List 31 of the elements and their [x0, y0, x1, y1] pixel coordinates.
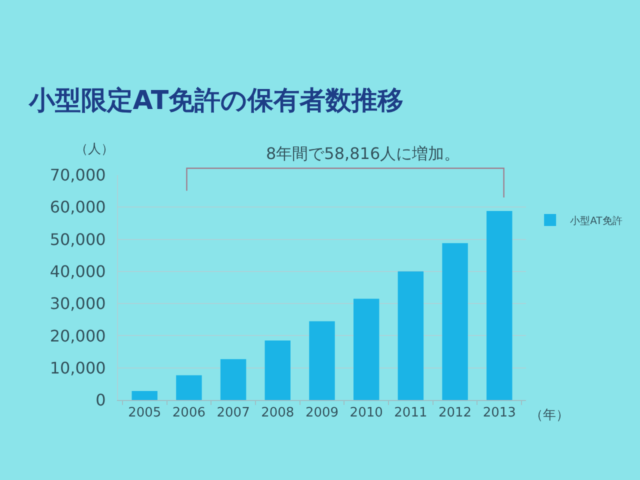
y-tick-label: 70,000: [50, 166, 106, 185]
x-tick-label: 2005: [128, 406, 162, 421]
y-tick-label: 40,000: [50, 262, 106, 282]
x-tick-label: 2008: [261, 406, 294, 421]
legend-label: 小型AT免許: [570, 214, 622, 227]
bar: [309, 321, 335, 400]
bar: [264, 340, 291, 400]
x-tick-label: 2012: [438, 406, 472, 421]
x-tick-label: 2006: [172, 406, 206, 421]
bar: [353, 298, 380, 400]
x-tick-label: 2007: [216, 406, 250, 421]
y-tick-label: 10,000: [50, 358, 106, 378]
bar: [398, 271, 424, 400]
chart-title: 小型限定AT免許の保有者数推移: [28, 86, 404, 116]
bar: [220, 359, 246, 400]
y-tick-label: 20,000: [50, 326, 106, 346]
y-tick-label: 30,000: [50, 294, 106, 314]
x-tick-label: 2011: [394, 406, 428, 421]
y-axis-title: （人）: [75, 142, 114, 157]
x-tick-label: 2013: [482, 406, 516, 421]
x-tick-label: 2009: [305, 406, 339, 421]
x-tick-label: 2010: [350, 406, 383, 421]
y-tick-label: 0: [96, 390, 106, 410]
bar: [486, 210, 512, 400]
bar: [132, 391, 158, 400]
x-axis-title: （年）: [530, 408, 569, 423]
bar: [176, 375, 202, 400]
text: 8年間で58,816人に増加。: [266, 144, 460, 163]
bar: [442, 243, 468, 400]
y-tick-label: 60,000: [50, 198, 106, 217]
y-tick-label: 50,000: [50, 230, 106, 249]
